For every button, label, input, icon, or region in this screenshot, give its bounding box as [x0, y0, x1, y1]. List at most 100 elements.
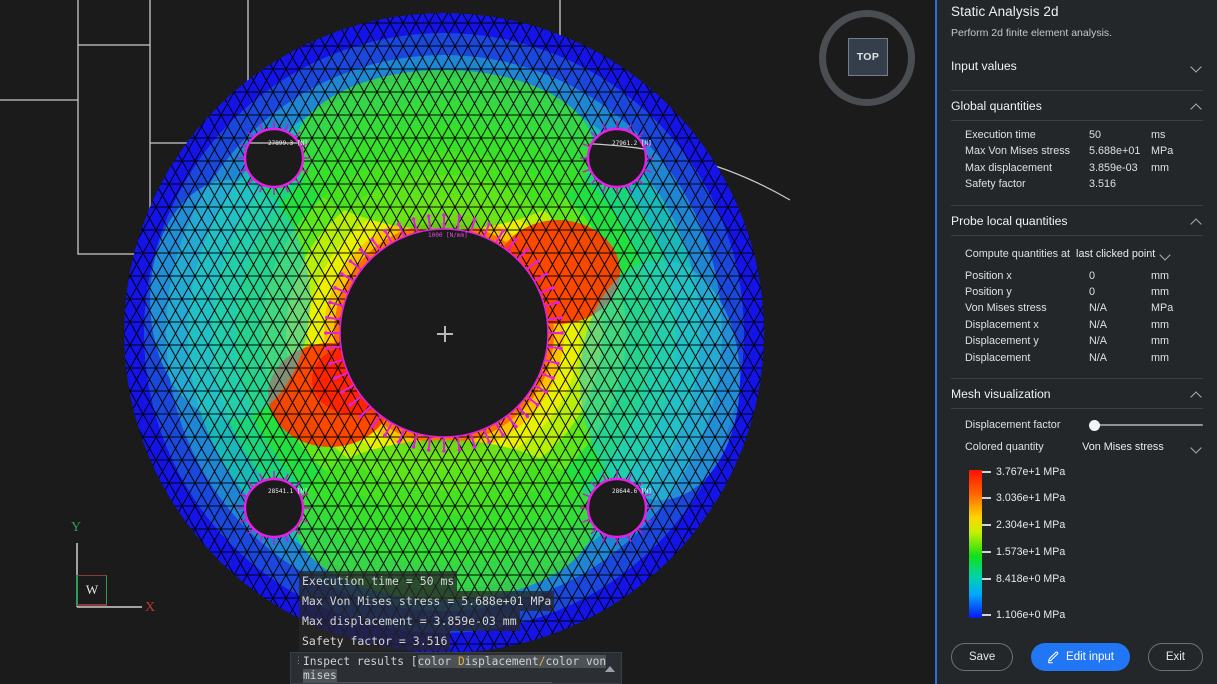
- row-unit: mm: [1151, 161, 1169, 174]
- row-value: N/A: [1089, 318, 1107, 331]
- tick-dash: [982, 614, 991, 616]
- section-probe-local-quantities: Probe local quantities Compute quantitie…: [951, 204, 1203, 368]
- view-cube-top-face[interactable]: TOP: [848, 38, 888, 76]
- sidebar-footer: Save Edit input Exit: [937, 630, 1217, 684]
- cursor-crosshair: [437, 326, 453, 342]
- wcs-x-label: X: [145, 600, 156, 615]
- row-key: Max displacement: [965, 161, 1053, 174]
- hub-pressure-load: [324, 213, 564, 453]
- row-key: Position y: [965, 286, 1012, 299]
- row-key: Position x: [965, 269, 1012, 282]
- bolt-load-label-top-left: 27899.3 [N]: [268, 140, 308, 147]
- row-key: Displacement y: [965, 335, 1039, 348]
- view-cube-ring[interactable]: [819, 10, 915, 106]
- section-mesh-visualization: Mesh visualization Displacement factor C…: [951, 378, 1203, 621]
- colored-quantity-dropdown[interactable]: Von Mises stress: [1082, 441, 1203, 453]
- command-line-row1: Inspect results [color Displacement/colo…: [303, 655, 607, 682]
- sidebar-scroll-area[interactable]: Static Analysis 2d Perform 2d finite ele…: [937, 0, 1217, 630]
- table-row: Max displacement 3.859e-03 mm: [951, 160, 1203, 176]
- command-line[interactable]: ⋮ Inspect results [color Displacement/co…: [290, 652, 622, 684]
- row-value: N/A: [1089, 302, 1107, 315]
- tick-label: 8.418e+0 MPa: [996, 573, 1066, 586]
- row-unit: mm: [1151, 335, 1169, 348]
- section-header-global-quantities[interactable]: Global quantities: [951, 91, 1203, 120]
- table-row: Displacement N/A mm: [951, 350, 1203, 366]
- tick-label: 3.036e+1 MPa: [996, 492, 1066, 505]
- status-line: Max displacement = 3.859e-03 mm: [299, 611, 520, 631]
- row-unit: ms: [1151, 129, 1166, 141]
- edit-input-button[interactable]: Edit input: [1031, 643, 1130, 671]
- bolt-hole-loads: [243, 127, 648, 539]
- colored-quantity-row: Colored quantity Von Mises stress: [951, 435, 1203, 456]
- displacement-factor-row: Displacement factor: [951, 415, 1203, 435]
- row-key: Von Mises stress: [965, 302, 1047, 315]
- chevron-up-icon[interactable]: [1191, 388, 1203, 400]
- row-value: 50: [1089, 129, 1102, 141]
- table-row: Displacement x N/A mm: [951, 317, 1203, 333]
- row-value: 5.688e+01: [1089, 145, 1141, 158]
- tick-dash: [982, 524, 991, 526]
- row-value: 3.516: [1089, 178, 1117, 191]
- section-header-input-values[interactable]: Input values: [951, 51, 1203, 80]
- table-row: Max Von Mises stress 5.688e+01 MPa: [951, 143, 1203, 159]
- status-line: Max Von Mises stress = 5.688e+01 MPa: [299, 591, 555, 611]
- mesh-visualization-body: Displacement factor Colored quantity Von…: [951, 408, 1203, 621]
- row-value: 0: [1089, 286, 1096, 299]
- row-key: Safety factor: [965, 178, 1026, 191]
- save-button[interactable]: Save: [951, 643, 1014, 671]
- command-line-grip[interactable]: ⋮: [294, 656, 303, 666]
- legend-tick: 1.106e+0 MPa: [982, 609, 1065, 621]
- section-header-mesh-visualization[interactable]: Mesh visualization: [951, 379, 1203, 408]
- tick-dash: [982, 551, 991, 553]
- command-token: /: [478, 682, 485, 683]
- command-token: /: [343, 682, 351, 683]
- command-token: color: [417, 655, 458, 668]
- page-title: Static Analysis 2d: [951, 4, 1059, 19]
- tick-dash: [982, 471, 991, 473]
- slider-track[interactable]: [1089, 424, 1203, 427]
- section-header-probe-local-quantities[interactable]: Probe local quantities: [951, 206, 1203, 235]
- tick-label: 1.106e+0 MPa: [996, 609, 1066, 622]
- status-line: Safety factor = 3.516: [299, 631, 451, 651]
- table-row: Position y 0 mm: [951, 284, 1203, 300]
- chevron-down-icon[interactable]: [1191, 60, 1203, 72]
- chevron-down-icon[interactable]: [1160, 248, 1172, 260]
- chevron-up-icon[interactable]: [1191, 100, 1203, 112]
- row-key: Execution time: [965, 129, 1036, 141]
- analysis-sidebar: Static Analysis 2d Perform 2d finite ele…: [935, 0, 1217, 684]
- tick-label: 3.767e+1 MPa: [996, 466, 1066, 479]
- displacement-factor-slider[interactable]: [1089, 418, 1203, 432]
- table-row: Safety factor 3.516: [951, 176, 1203, 192]
- status-line: Execution time = 50 ms: [299, 571, 458, 591]
- command-token: tress: [309, 682, 344, 683]
- compute-at-selector[interactable]: Compute quantities at last clicked point: [951, 242, 1203, 268]
- wcs-origin-label: W: [76, 575, 107, 606]
- table-row: Execution time 50 ms: [951, 127, 1203, 143]
- row-unit: MPa: [1151, 145, 1174, 158]
- legend-tick: 3.036e+1 MPa: [982, 492, 1065, 504]
- global-quantities-body: Execution time 50 ms Max Von Mises stres…: [951, 120, 1203, 195]
- compute-at-value: last clicked point: [1076, 247, 1156, 260]
- bolt-load-label-top-right: 27961.2 [N]: [612, 140, 652, 147]
- command-token: /: [538, 655, 546, 668]
- caret-up-icon[interactable]: [605, 666, 615, 672]
- results-status-overlay: Execution time = 50 ms Max Von Mises str…: [299, 571, 555, 651]
- section-input-values: Input values: [951, 51, 1203, 80]
- tick-label: 1.573e+1 MPa: [996, 546, 1066, 559]
- chevron-up-icon[interactable]: [1191, 215, 1203, 227]
- row-key: Displacement: [965, 351, 1031, 364]
- command-token: displacement: [350, 682, 438, 683]
- chevron-down-icon[interactable]: [1191, 441, 1203, 453]
- row-unit: MPa: [1151, 302, 1174, 315]
- page-subtitle: Perform 2d finite element analysis.: [951, 27, 1113, 39]
- row-key: Max Von Mises stress: [965, 145, 1071, 158]
- hub-pressure-label: 1000 [N/mm]: [428, 232, 468, 239]
- section-label-probe-local-quantities: Probe local quantities: [951, 213, 1068, 228]
- exit-button[interactable]: Exit: [1147, 643, 1203, 671]
- row-value: 0: [1089, 269, 1096, 282]
- cad-viewport[interactable]: 27899.3 [N] 27961.2 [N] 28541.1 [N] 2864…: [0, 0, 935, 684]
- wcs-axis-indicator: Y X W: [60, 515, 170, 625]
- view-orientation-cube[interactable]: TOP: [819, 10, 915, 106]
- slider-knob[interactable]: [1089, 420, 1100, 432]
- section-label-input-values: Input values: [951, 59, 1017, 73]
